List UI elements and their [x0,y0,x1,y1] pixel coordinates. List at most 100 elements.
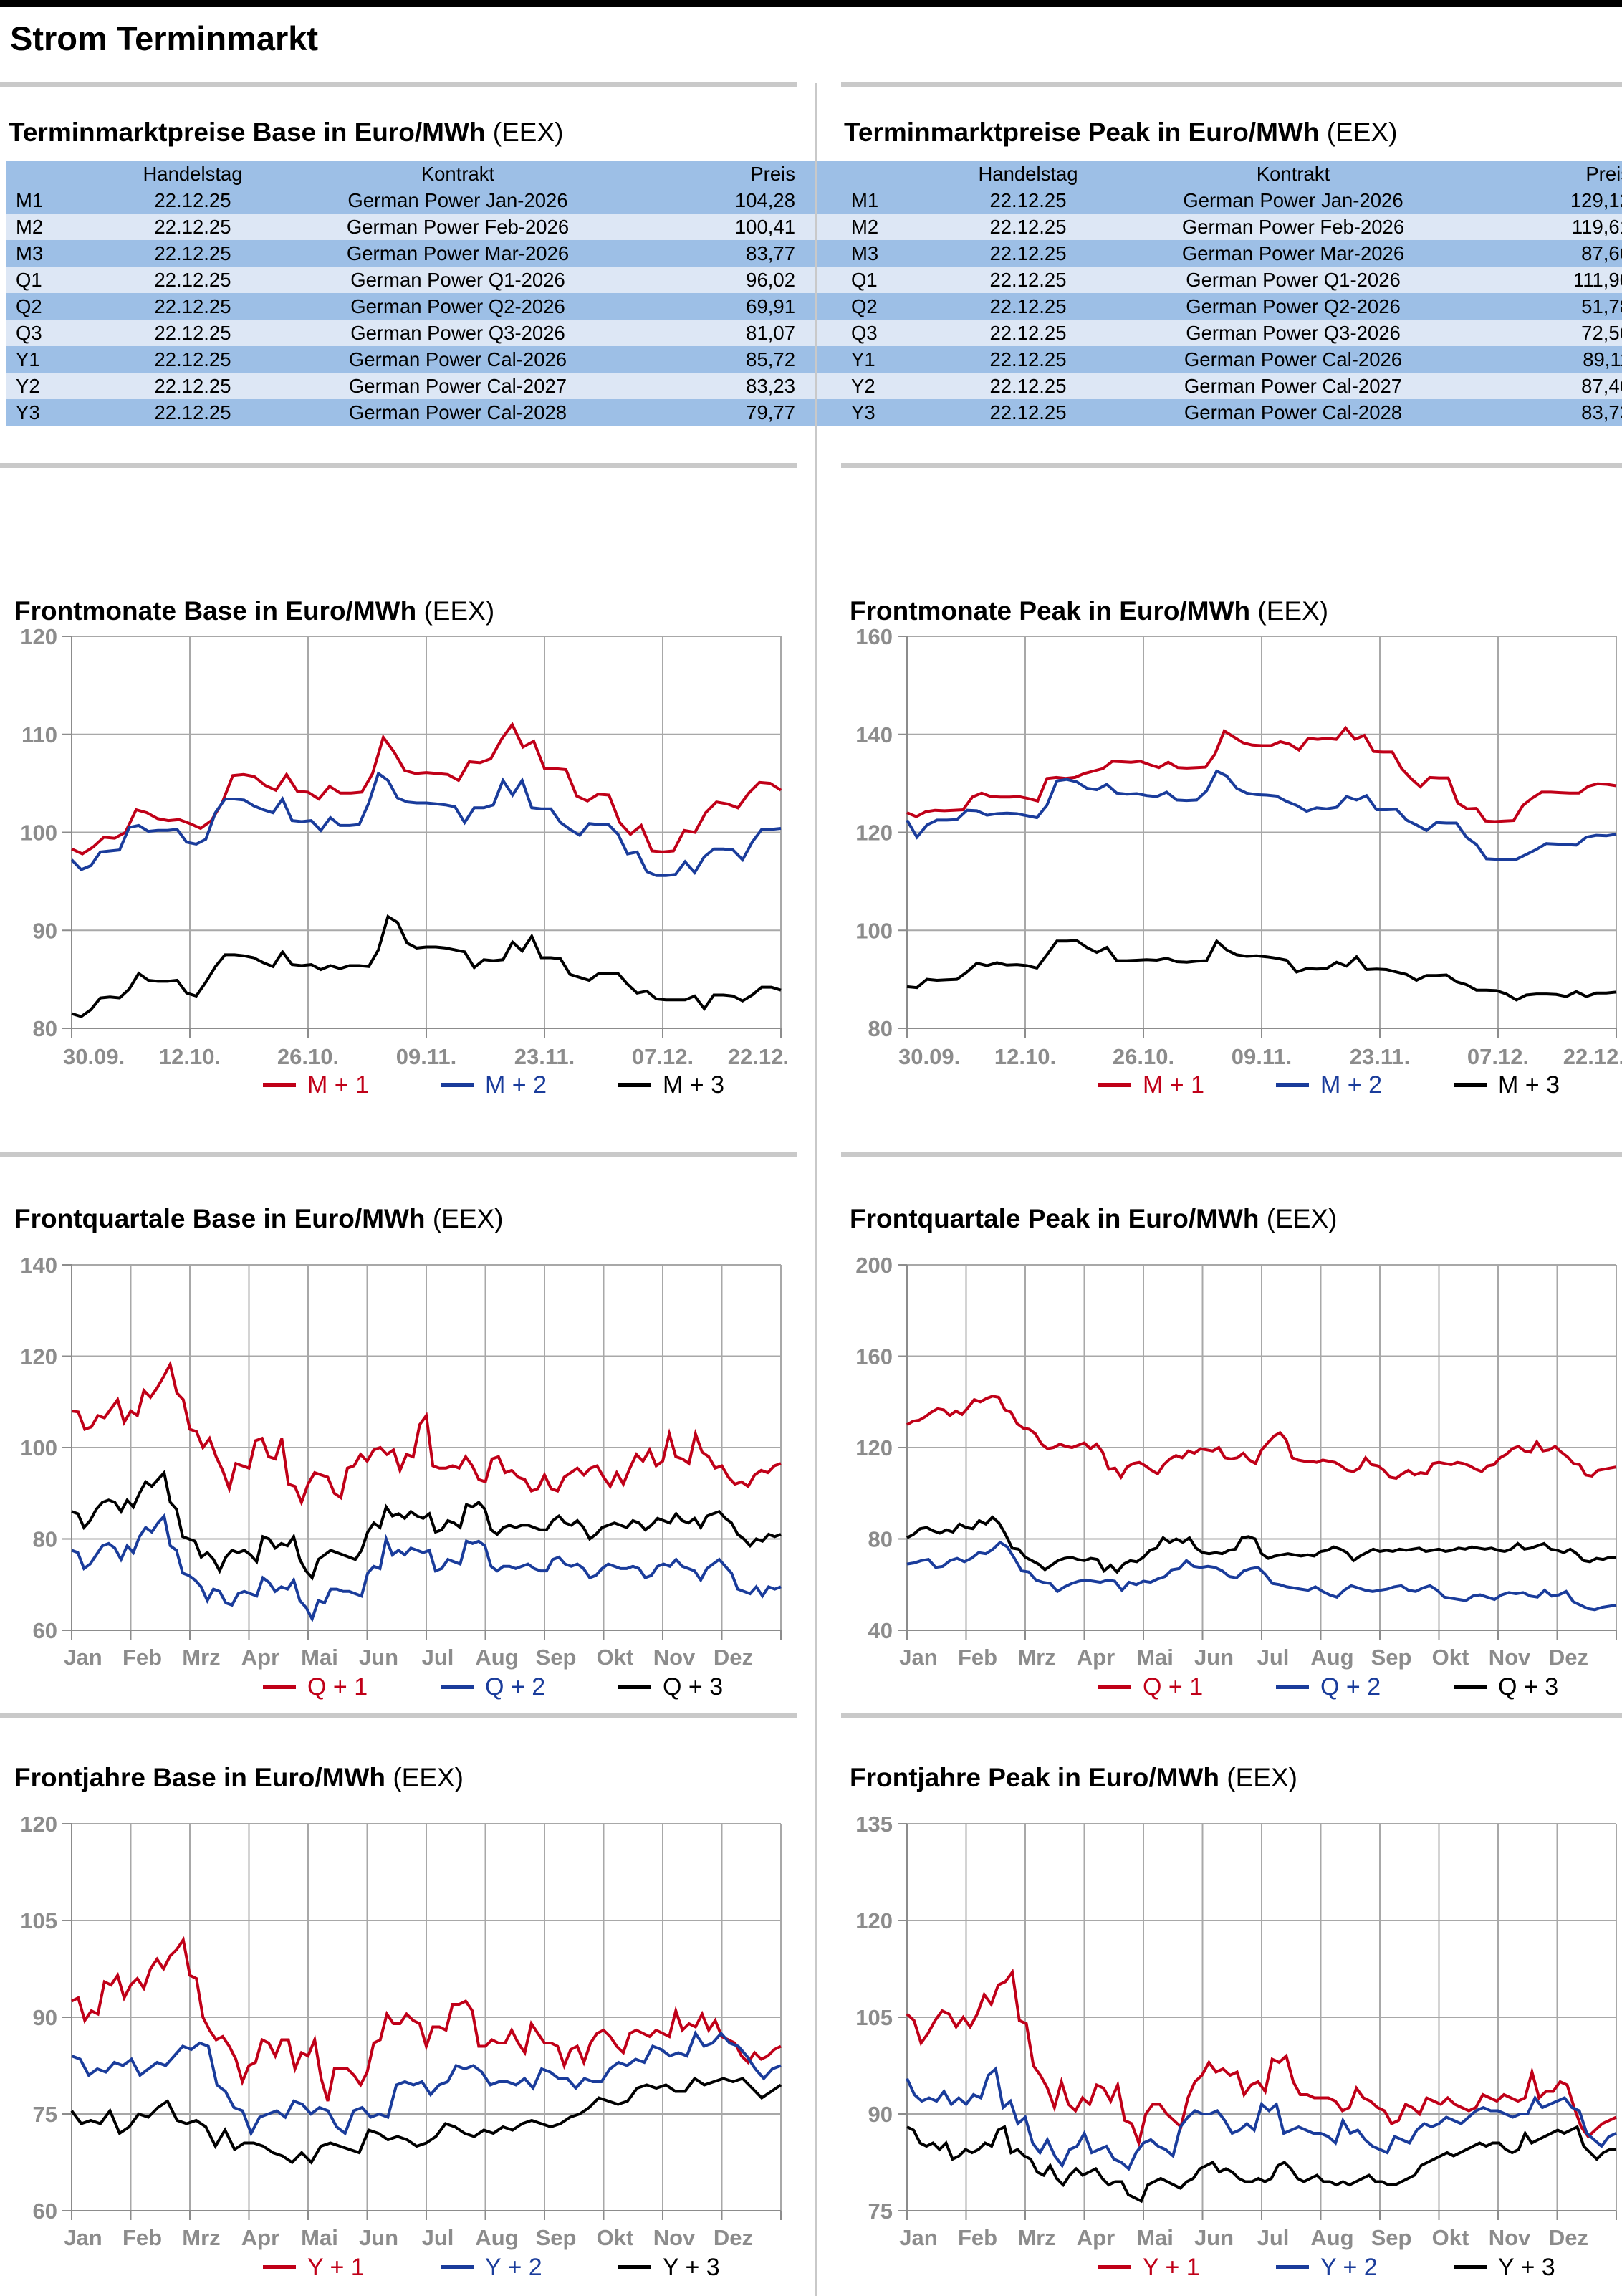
cell-trade-date: 22.12.25 [154,241,231,264]
svg-text:Dez: Dez [714,1645,753,1670]
cell-price: 83,77 [746,241,795,264]
legend-label: Q + 1 [1143,1673,1203,1701]
svg-text:75: 75 [868,2199,893,2224]
svg-text:120: 120 [20,1812,57,1837]
legend-label: Y + 3 [663,2254,720,2281]
chart-frontquartale-peak: Frontquartale Peak in Euro/MWh (EEX) Jan F… [841,1193,1622,1707]
cell-trade-date: 22.12.25 [154,268,231,291]
horizontal-gridlines [62,1823,781,2211]
table-row: M3 22.12.25 German Power Mar-2026 83,77 [6,240,861,267]
table-title-peak-suffix: (EEX) [1326,118,1398,147]
cell-label: Q3 [851,321,878,344]
svg-text:90: 90 [33,2005,57,2030]
cell-price: 69,91 [746,295,795,317]
cell-label: Y3 [851,401,875,424]
legend-label: Y + 1 [1143,2254,1200,2281]
svg-text:100: 100 [20,1435,57,1460]
svg-text:105: 105 [855,2005,893,2030]
legend-label: M + 1 [307,1071,369,1099]
svg-text:Sep: Sep [1371,2225,1412,2250]
svg-text:Mrz: Mrz [182,1645,220,1670]
table-row: Q3 22.12.25 German Power Q3-2026 81,07 [6,320,861,346]
cell-price: 83,23 [746,374,795,397]
table-header-row: Handelstag Kontrakt Preis [6,161,861,187]
legend-label: M + 1 [1143,1071,1204,1099]
charts-row-frontjahre: Frontjahre Base in Euro/MWh (EEX) Jan Feb M… [0,1718,1622,2295]
horizontal-gridlines [898,1823,1616,2211]
series-line-3 [906,2125,1616,2204]
svg-text:Nov: Nov [1489,2225,1531,2250]
cell-trade-date: 22.12.25 [989,374,1067,397]
cell-price: 96,02 [746,268,795,291]
chart-title: Frontquartale Base in Euro/MWh (EEX) [14,1204,504,1233]
section-rule [0,1152,1622,1157]
cell-trade-date: 22.12.25 [154,374,231,397]
table-row: M2 22.12.25 German Power Feb-2026 100,41 [6,214,861,240]
svg-text:Feb: Feb [123,2225,162,2250]
svg-text:120: 120 [855,821,893,846]
column-header: Preis [1585,162,1622,185]
svg-text:22.12.: 22.12. [728,1044,787,1069]
cell-trade-date: 22.12.25 [154,188,231,211]
cell-contract: German Power Jan-2026 [347,188,568,211]
chart-title: Frontquartale Peak in Euro/MWh (EEX) [850,1204,1337,1233]
column-header: Kontrakt [1256,162,1330,185]
svg-text:Okt: Okt [597,1645,634,1670]
cell-price: 72,56 [1581,321,1622,344]
cell-label: M1 [851,188,879,211]
svg-text:80: 80 [868,1527,893,1552]
series-line-3 [906,1515,1616,1574]
svg-text:200: 200 [855,1253,893,1278]
column-divider [815,83,817,2296]
table-row: Y3 22.12.25 German Power Cal-2028 79,77 [6,399,861,426]
chart-title: Frontjahre Base in Euro/MWh (EEX) [14,1763,464,1792]
cell-trade-date: 22.12.25 [989,321,1067,344]
svg-text:Nov: Nov [653,1645,696,1670]
cell-price: 111,90 [1573,268,1622,291]
svg-text:Jul: Jul [422,1645,454,1670]
price-table-base: Handelstag Kontrakt Preis M1 22.12.25 German … [6,161,861,426]
section-rule [0,463,1622,468]
svg-text:Jan: Jan [64,1645,102,1670]
chart-frontjahre-base: Frontjahre Base in Euro/MWh (EEX) Jan Feb M… [6,1752,811,2295]
chart-title: Frontmonate Base in Euro/MWh (EEX) [14,596,494,626]
svg-text:60: 60 [33,2199,57,2224]
chart-svg-frontquartale-base: Frontquartale Base in Euro/MWh (EEX) Jan F… [14,1204,782,1701]
table-row: Y2 22.12.25 German Power Cal-2027 87,46 [841,373,1622,399]
svg-text:40: 40 [868,1618,893,1643]
chart-svg-frontmonate-base: Frontmonate Base in Euro/MWh (EEX) 30.09.… [14,596,790,1099]
cell-price: 81,07 [746,321,795,344]
svg-text:Mrz: Mrz [182,2225,220,2250]
legend-label: M + 2 [1320,1071,1382,1099]
table-row: Y1 22.12.25 German Power Cal-2026 89,11 [841,346,1622,373]
legend-label: Q + 2 [485,1673,545,1701]
chart-legend: Y + 1 Y + 2 Y + 3 [1098,2254,1555,2281]
chart-frontmonate-base: Frontmonate Base in Euro/MWh (EEX) 30.09.… [6,575,811,1113]
svg-text:Jun: Jun [359,2225,398,2250]
series-line-2 [906,2066,1617,2171]
cell-contract: German Power Mar-2026 [346,241,570,264]
svg-text:80: 80 [33,1016,57,1041]
svg-text:80: 80 [868,1016,893,1041]
svg-text:140: 140 [855,722,893,747]
x-axis-ticks [71,1028,782,1038]
cell-label: Q2 [16,295,42,317]
svg-text:100: 100 [855,918,893,943]
svg-text:100: 100 [20,821,57,846]
table-title-base-suffix: (EEX) [492,118,564,147]
svg-text:Apr: Apr [1077,2225,1115,2250]
svg-text:120: 120 [20,624,57,649]
x-axis-labels: Jan Feb Mrz Apr Mai Jun Jul Aug Sep Okt Nov Dez [64,2225,753,2250]
legend-label: Q + 1 [307,1673,368,1701]
svg-text:120: 120 [855,1435,893,1460]
cell-price: 100,41 [734,215,795,238]
chart-legend: Y + 1 Y + 2 Y + 3 [263,2254,720,2281]
svg-text:160: 160 [855,1344,893,1369]
svg-text:09.11.: 09.11. [1232,1044,1292,1069]
cell-label: M2 [851,215,879,238]
page-title: Strom Terminmarkt [10,19,319,57]
table-title-base: Terminmarktpreise Base in Euro/MWh (EEX) [9,118,811,148]
series-line-1 [906,1395,1617,1481]
chart-legend: M + 1 M + 2 M + 3 [263,1071,724,1099]
table-row: Q2 22.12.25 German Power Q2-2026 69,91 [6,293,861,320]
